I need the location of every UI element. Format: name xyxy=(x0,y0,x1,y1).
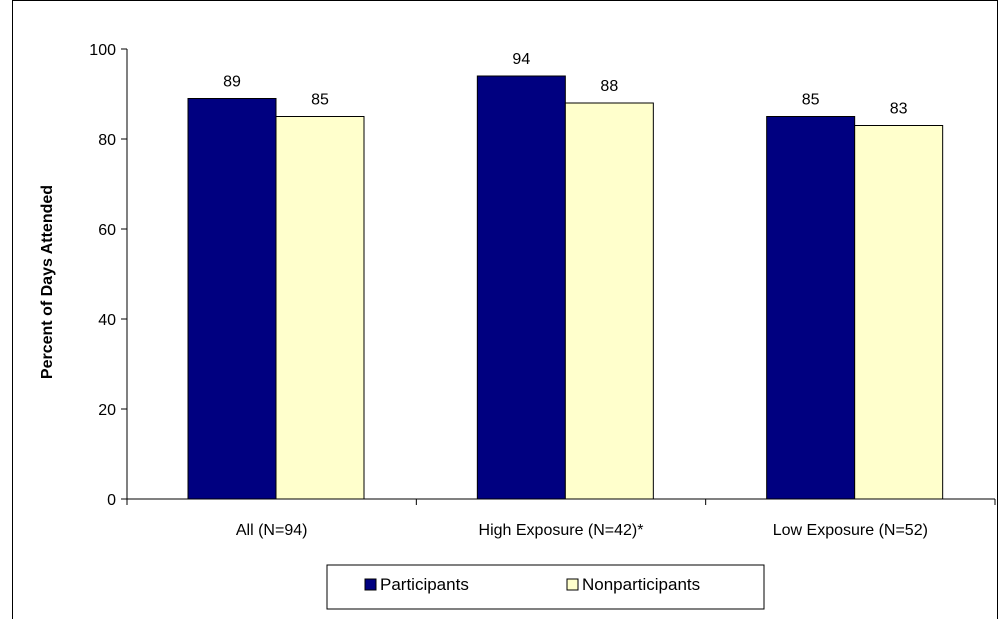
bar-participants xyxy=(766,116,856,500)
legend-label-participants: Participants xyxy=(380,575,469,594)
bar-participants xyxy=(187,98,277,500)
data-label: 94 xyxy=(512,51,530,68)
bar-nonparticipants xyxy=(854,125,944,500)
y-tick-label: 100 xyxy=(89,42,116,59)
y-tick-label: 60 xyxy=(98,222,116,239)
legend: Participants Nonparticipants xyxy=(326,564,765,610)
y-tick-label: 0 xyxy=(107,492,116,509)
data-label: 85 xyxy=(802,92,820,109)
bar-nonparticipants xyxy=(275,116,365,500)
plot-area: 0 20 40 60 80 100 89 85 All (N=94) 94 88 High Expos… xyxy=(89,42,996,539)
data-label: 85 xyxy=(311,92,329,109)
data-label: 88 xyxy=(600,78,618,95)
bar-nonparticipants xyxy=(564,102,654,500)
y-axis-title: Percent of Days Attended xyxy=(39,185,56,379)
data-label: 89 xyxy=(223,74,241,91)
legend-swatch-nonparticipants xyxy=(566,578,579,591)
data-label: 83 xyxy=(890,101,908,118)
legend-label-nonparticipants: Nonparticipants xyxy=(582,575,700,594)
chart-frame xyxy=(12,0,998,619)
y-tick-label: 40 xyxy=(98,312,116,329)
legend-swatch-participants xyxy=(364,578,377,591)
y-tick-label: 20 xyxy=(98,402,116,419)
x-category-label: High Exposure (N=42)* xyxy=(479,522,644,539)
bar-participants xyxy=(476,75,566,500)
y-tick-label: 80 xyxy=(98,132,116,149)
x-category-label: All (N=94) xyxy=(236,522,308,539)
x-category-label: Low Exposure (N=52) xyxy=(773,522,928,539)
